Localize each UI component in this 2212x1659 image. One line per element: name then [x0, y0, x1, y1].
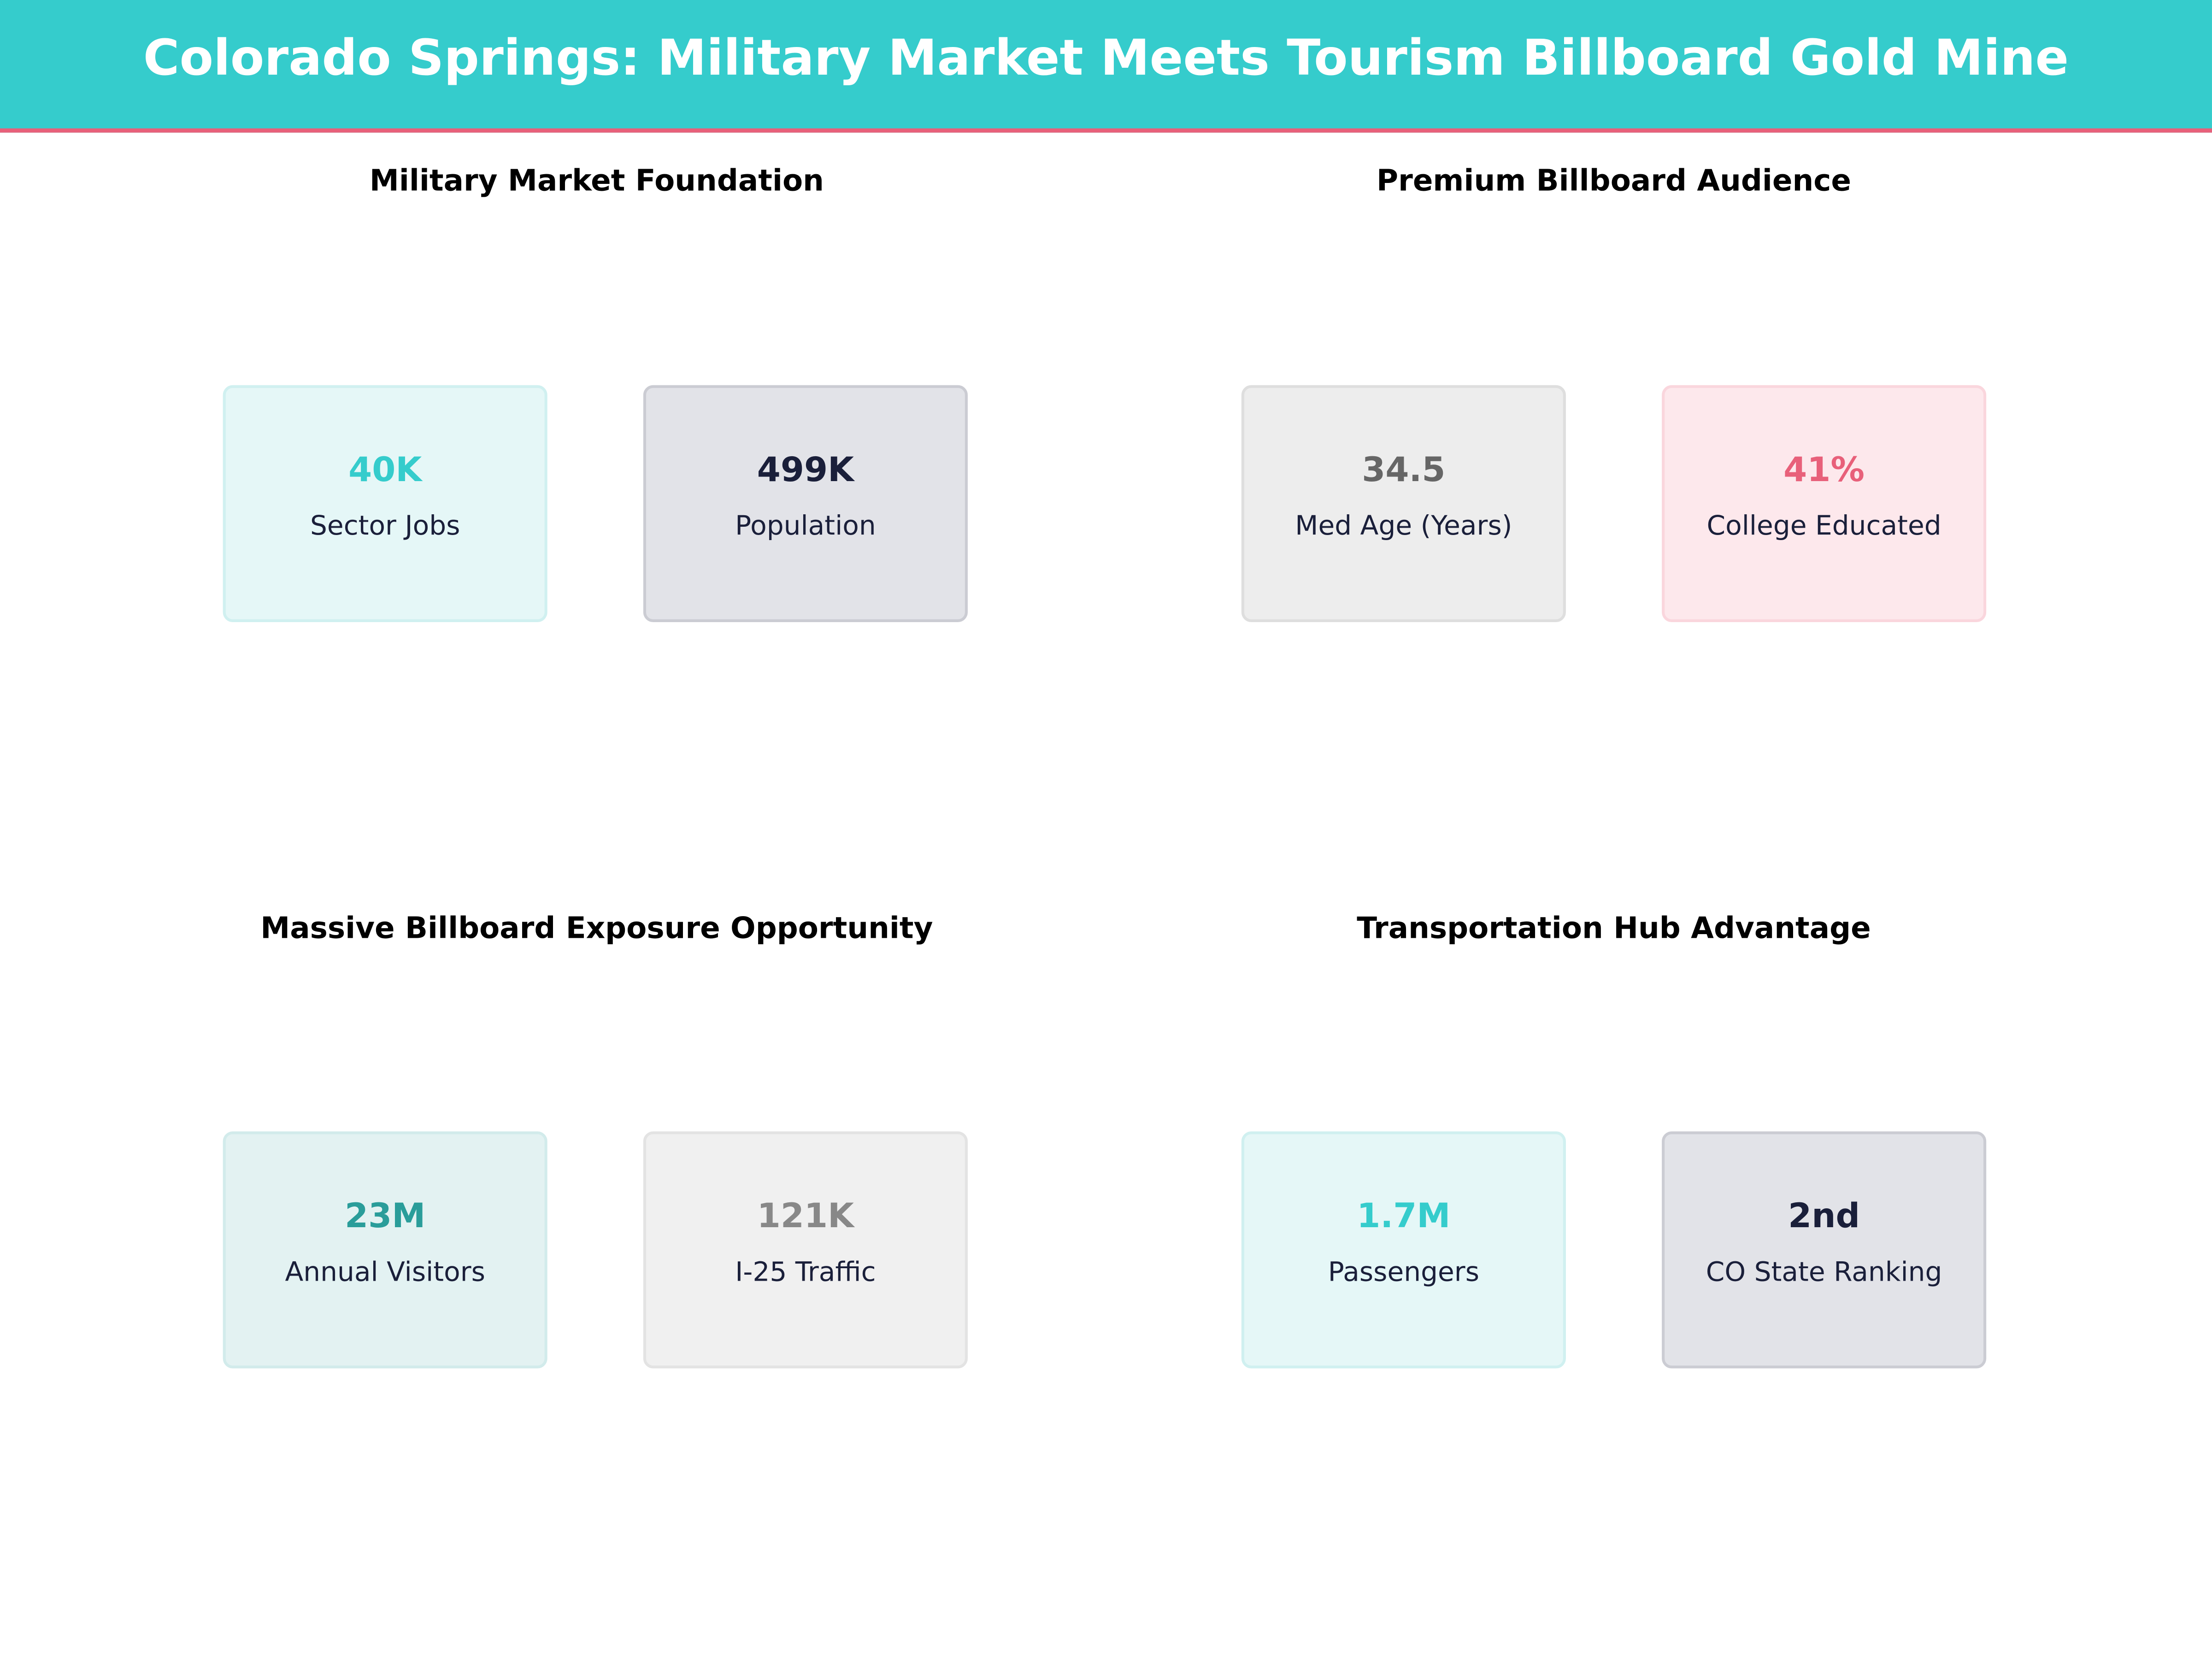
- metric-label: I-25 Traffic: [735, 1257, 876, 1288]
- metric-value: 121K: [757, 1196, 854, 1236]
- panel-title: Premium Billboard Audience: [1377, 164, 1852, 198]
- metric-card: 121K I-25 Traffic: [643, 1131, 968, 1369]
- metric-value: 2nd: [1788, 1196, 1860, 1236]
- metric-value: 40K: [348, 450, 422, 490]
- panel-title: Transportation Hub Advantage: [1357, 911, 1871, 946]
- header-banner: Colorado Springs: Military Market Meets …: [0, 0, 2212, 133]
- metric-card: 41% College Educated: [1662, 385, 1987, 622]
- metric-value: 1.7M: [1357, 1196, 1451, 1236]
- panel-title: Massive Billboard Exposure Opportunity: [260, 911, 933, 946]
- metric-value: 499K: [757, 450, 854, 490]
- metric-value: 41%: [1783, 450, 1865, 490]
- metric-card: 499K Population: [643, 385, 968, 622]
- metric-label: Sector Jobs: [310, 511, 460, 542]
- page-title: Colorado Springs: Military Market Meets …: [143, 31, 2069, 88]
- metric-value: 23M: [345, 1196, 426, 1236]
- metric-card: 2nd CO State Ranking: [1662, 1131, 1987, 1369]
- panel-title: Military Market Foundation: [369, 164, 824, 198]
- metric-label: Population: [735, 511, 876, 542]
- metric-card: 40K Sector Jobs: [223, 385, 547, 622]
- metric-card: 23M Annual Visitors: [223, 1131, 547, 1369]
- metric-card: 34.5 Med Age (Years): [1241, 385, 1566, 622]
- metric-label: Med Age (Years): [1295, 511, 1512, 542]
- metric-label: CO State Ranking: [1706, 1257, 1942, 1288]
- metric-card: 1.7M Passengers: [1241, 1131, 1566, 1369]
- metric-value: 34.5: [1362, 450, 1446, 490]
- metric-label: College Educated: [1706, 511, 1941, 542]
- metric-label: Annual Visitors: [285, 1257, 485, 1288]
- metric-label: Passengers: [1328, 1257, 1480, 1288]
